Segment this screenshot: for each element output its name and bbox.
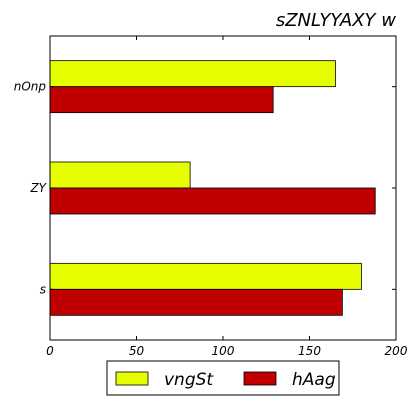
x-tick-label: 0 [46, 344, 54, 358]
x-tick-label: 100 [212, 344, 235, 358]
bar-vngst-zy [49, 161, 191, 189]
y-tick-label: s [40, 282, 46, 296]
y-tick-label: ZY [29, 181, 47, 195]
y-tick-label: nOnp [14, 80, 47, 94]
x-tick-label: 150 [298, 344, 321, 358]
legend-label-vngst: vngSt [164, 370, 214, 390]
bar-haag-s [49, 288, 343, 316]
chart-title: sZNLYYAXY w [276, 10, 396, 31]
legend-swatch-haag [243, 371, 277, 386]
bars [49, 60, 376, 316]
bar-vngst-nonp [49, 60, 336, 88]
x-tick-label: 200 [385, 344, 408, 358]
bar-haag-nonp [49, 86, 274, 114]
legend: vngSt hAag [106, 360, 340, 396]
axes: s ZY nOnp 0 50 100 150 200 [14, 36, 408, 358]
x-tick-label: 50 [129, 344, 145, 358]
bar-vngst-s [49, 262, 362, 290]
legend-swatch-vngst [115, 371, 149, 386]
legend-label-haag: hAag [292, 370, 336, 390]
bar-haag-zy [49, 187, 376, 215]
